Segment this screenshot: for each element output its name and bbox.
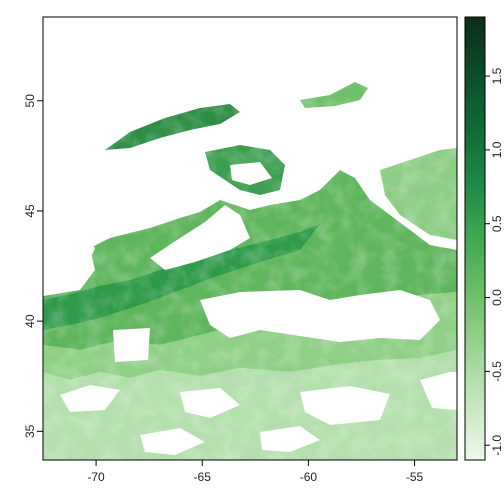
- data-field: [43, 17, 457, 460]
- colorbar-frame: [464, 16, 486, 461]
- colorbar-tick-label: -1.0: [490, 435, 504, 456]
- colorbar-tick-label: -0.5: [490, 361, 504, 382]
- colorbar-tick-label: 0.5: [490, 215, 504, 232]
- plot-frame: [42, 16, 458, 461]
- colorbar-tick-label: 0.0: [490, 289, 504, 306]
- colorbar-fill: [465, 17, 485, 460]
- y-tick-label: 50: [23, 94, 37, 108]
- colorbar-axis: -1.0 -0.5 0.0 0.5 1.0 1.5: [485, 67, 504, 456]
- x-tick-label: -60: [300, 470, 318, 484]
- x-tick-label: -70: [87, 470, 105, 484]
- y-tick-label: 35: [23, 424, 37, 438]
- y-tick-label: 40: [23, 314, 37, 328]
- y-axis: 35 40 45 50: [23, 94, 43, 438]
- colorbar-tick-label: 1.0: [490, 141, 504, 158]
- y-tick-label: 45: [23, 204, 37, 218]
- x-tick-label: -65: [194, 470, 212, 484]
- x-tick-label: -55: [406, 470, 424, 484]
- x-axis: -70 -65 -60 -55: [87, 460, 424, 484]
- colorbar-tick-label: 1.5: [490, 67, 504, 84]
